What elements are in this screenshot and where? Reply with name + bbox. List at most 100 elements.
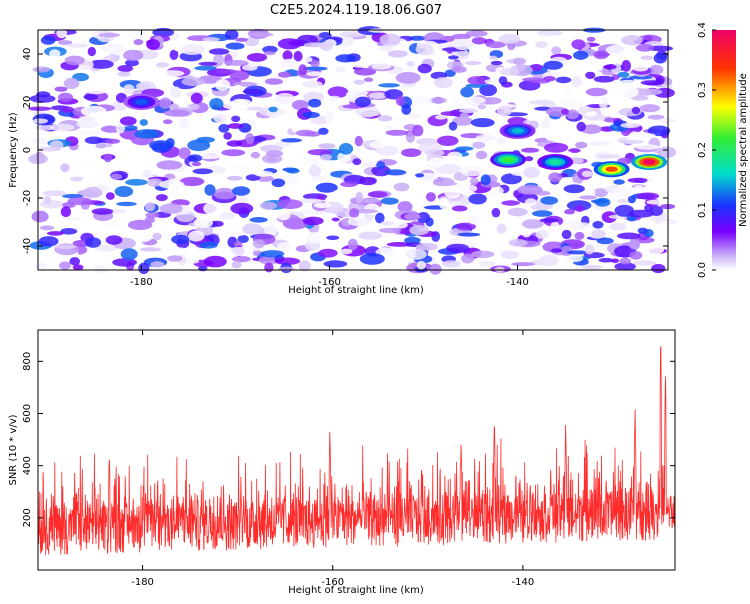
- heatmap-cell: [324, 111, 334, 123]
- y-tick-label: 40: [22, 48, 33, 61]
- spectrogram-ylabel: Frequency (Hz): [8, 112, 19, 188]
- heatmap-cell: [237, 235, 249, 243]
- heatmap-cell: [318, 32, 332, 39]
- heatmap-cell: [165, 247, 188, 252]
- heatmap-cell: [64, 55, 85, 66]
- colorbar-tick-label: 0.2: [697, 142, 708, 158]
- heatmap-cell: [633, 185, 644, 195]
- heatmap-cell: [629, 131, 640, 141]
- heatmap-cell: [242, 64, 258, 71]
- heatmap-cell: [651, 263, 666, 274]
- heatmap-cell: [49, 49, 61, 59]
- heatmap-cell: [70, 176, 85, 182]
- heatmap-cell: [278, 71, 292, 78]
- heatmap-cell: [49, 123, 75, 132]
- heatmap-cell: [448, 55, 459, 60]
- heatmap-cell: [379, 44, 393, 52]
- heatmap-cell: [159, 180, 185, 189]
- heatmap-cell: [252, 239, 266, 249]
- heatmap-cell: [221, 149, 246, 157]
- heatmap-cell: [401, 148, 422, 157]
- heatmap-cell: [495, 137, 506, 144]
- heatmap-cell: [416, 242, 438, 251]
- heatmap-cell: [659, 29, 674, 41]
- heatmap-cell: [409, 225, 430, 236]
- heatmap-cell: [302, 216, 324, 226]
- heatmap-cell: [249, 217, 268, 223]
- heatmap-cell: [580, 124, 602, 134]
- heatmap-cell: [144, 202, 156, 212]
- heatmap-cells: [28, 26, 677, 275]
- heatmap-cell: [409, 35, 426, 41]
- heatmap-cell: [54, 86, 68, 92]
- heatmap-cell: [425, 192, 436, 202]
- heatmap-cell: [235, 99, 252, 109]
- heatmap-cell: [59, 261, 71, 270]
- heatmap-cell: [192, 161, 202, 167]
- heatmap-cell: [286, 168, 300, 174]
- heatmap-cell: [179, 43, 206, 55]
- heatmap-cell: [230, 202, 254, 215]
- heatmap-cell: [448, 121, 458, 131]
- heatmap-cell: [576, 121, 586, 132]
- heatmap-cell: [159, 70, 185, 77]
- heatmap-cell: [63, 77, 80, 89]
- heatmap-cell: [397, 201, 413, 213]
- heatmap-cell: [163, 109, 190, 117]
- heatmap-cell: [609, 201, 619, 208]
- heatmap-cell: [498, 33, 521, 44]
- heatmap-cell: [178, 147, 191, 160]
- heatmap-cell: [150, 261, 165, 268]
- heatmap-cell: [231, 260, 242, 269]
- heatmap-cell: [89, 59, 114, 69]
- heatmap-cell: [619, 139, 644, 144]
- heatmap-cell: [31, 138, 52, 145]
- heatmap-cell: [523, 166, 540, 179]
- heatmap-cell: [611, 258, 620, 264]
- heatmap-cell: [444, 187, 462, 199]
- heatmap-cell: [568, 148, 581, 153]
- heatmap-cell: [323, 260, 348, 268]
- heatmap-cell: [471, 37, 487, 45]
- snr-panel: -180 -160 -140 200 400 600 800 Height of strai…: [8, 329, 676, 596]
- heatmap-cell: [60, 206, 72, 218]
- heatmap-cell: [315, 182, 338, 193]
- heatmap-cell: [354, 96, 371, 108]
- heatmap-cell: [229, 163, 251, 174]
- heatmap-cell: [56, 27, 68, 39]
- heatmap-cell: [335, 54, 357, 63]
- heatmap-cell: [332, 189, 345, 202]
- heatmap-cell: [429, 263, 442, 275]
- heatmap-cell: [636, 88, 663, 96]
- heatmap-cell: [76, 120, 100, 128]
- heatmap-cell: [155, 62, 169, 68]
- x-tick-label: -140: [506, 277, 529, 288]
- heatmap-cell: [628, 209, 654, 218]
- heatmap-cell: [392, 221, 408, 229]
- heatmap-cell: [405, 248, 427, 260]
- heatmap-cell: [561, 229, 572, 240]
- heatmap-cell: [584, 111, 598, 117]
- heatmap-cell: [198, 61, 218, 66]
- heatmap-cell: [203, 202, 220, 215]
- heatmap-cell: [157, 224, 174, 232]
- heatmap-cell: [198, 266, 208, 272]
- spectrogram-panel: -180 -160 -140 -40 -20 0 20 40 Height of straig…: [8, 26, 677, 296]
- heatmap-cell: [439, 197, 450, 210]
- heatmap-cell: [224, 59, 249, 66]
- heatmap-cell: [592, 221, 604, 229]
- heatmap-cell: [34, 262, 48, 269]
- y-tick-label: 800: [22, 352, 33, 371]
- heatmap-cell: [629, 75, 653, 80]
- heatmap-cell: [98, 32, 120, 38]
- heatmap-cell: [318, 143, 336, 149]
- heatmap-cell: [277, 38, 302, 50]
- heatmap-cell: [83, 186, 103, 199]
- heatmap-cell: [282, 50, 293, 61]
- heatmap-cell: [468, 215, 482, 225]
- heatmap-cell: [32, 118, 49, 124]
- heatmap-cell: [159, 97, 172, 109]
- heatmap-cell: [636, 144, 660, 150]
- heatmap-cell: [621, 60, 631, 72]
- heatmap-cell: [281, 138, 302, 143]
